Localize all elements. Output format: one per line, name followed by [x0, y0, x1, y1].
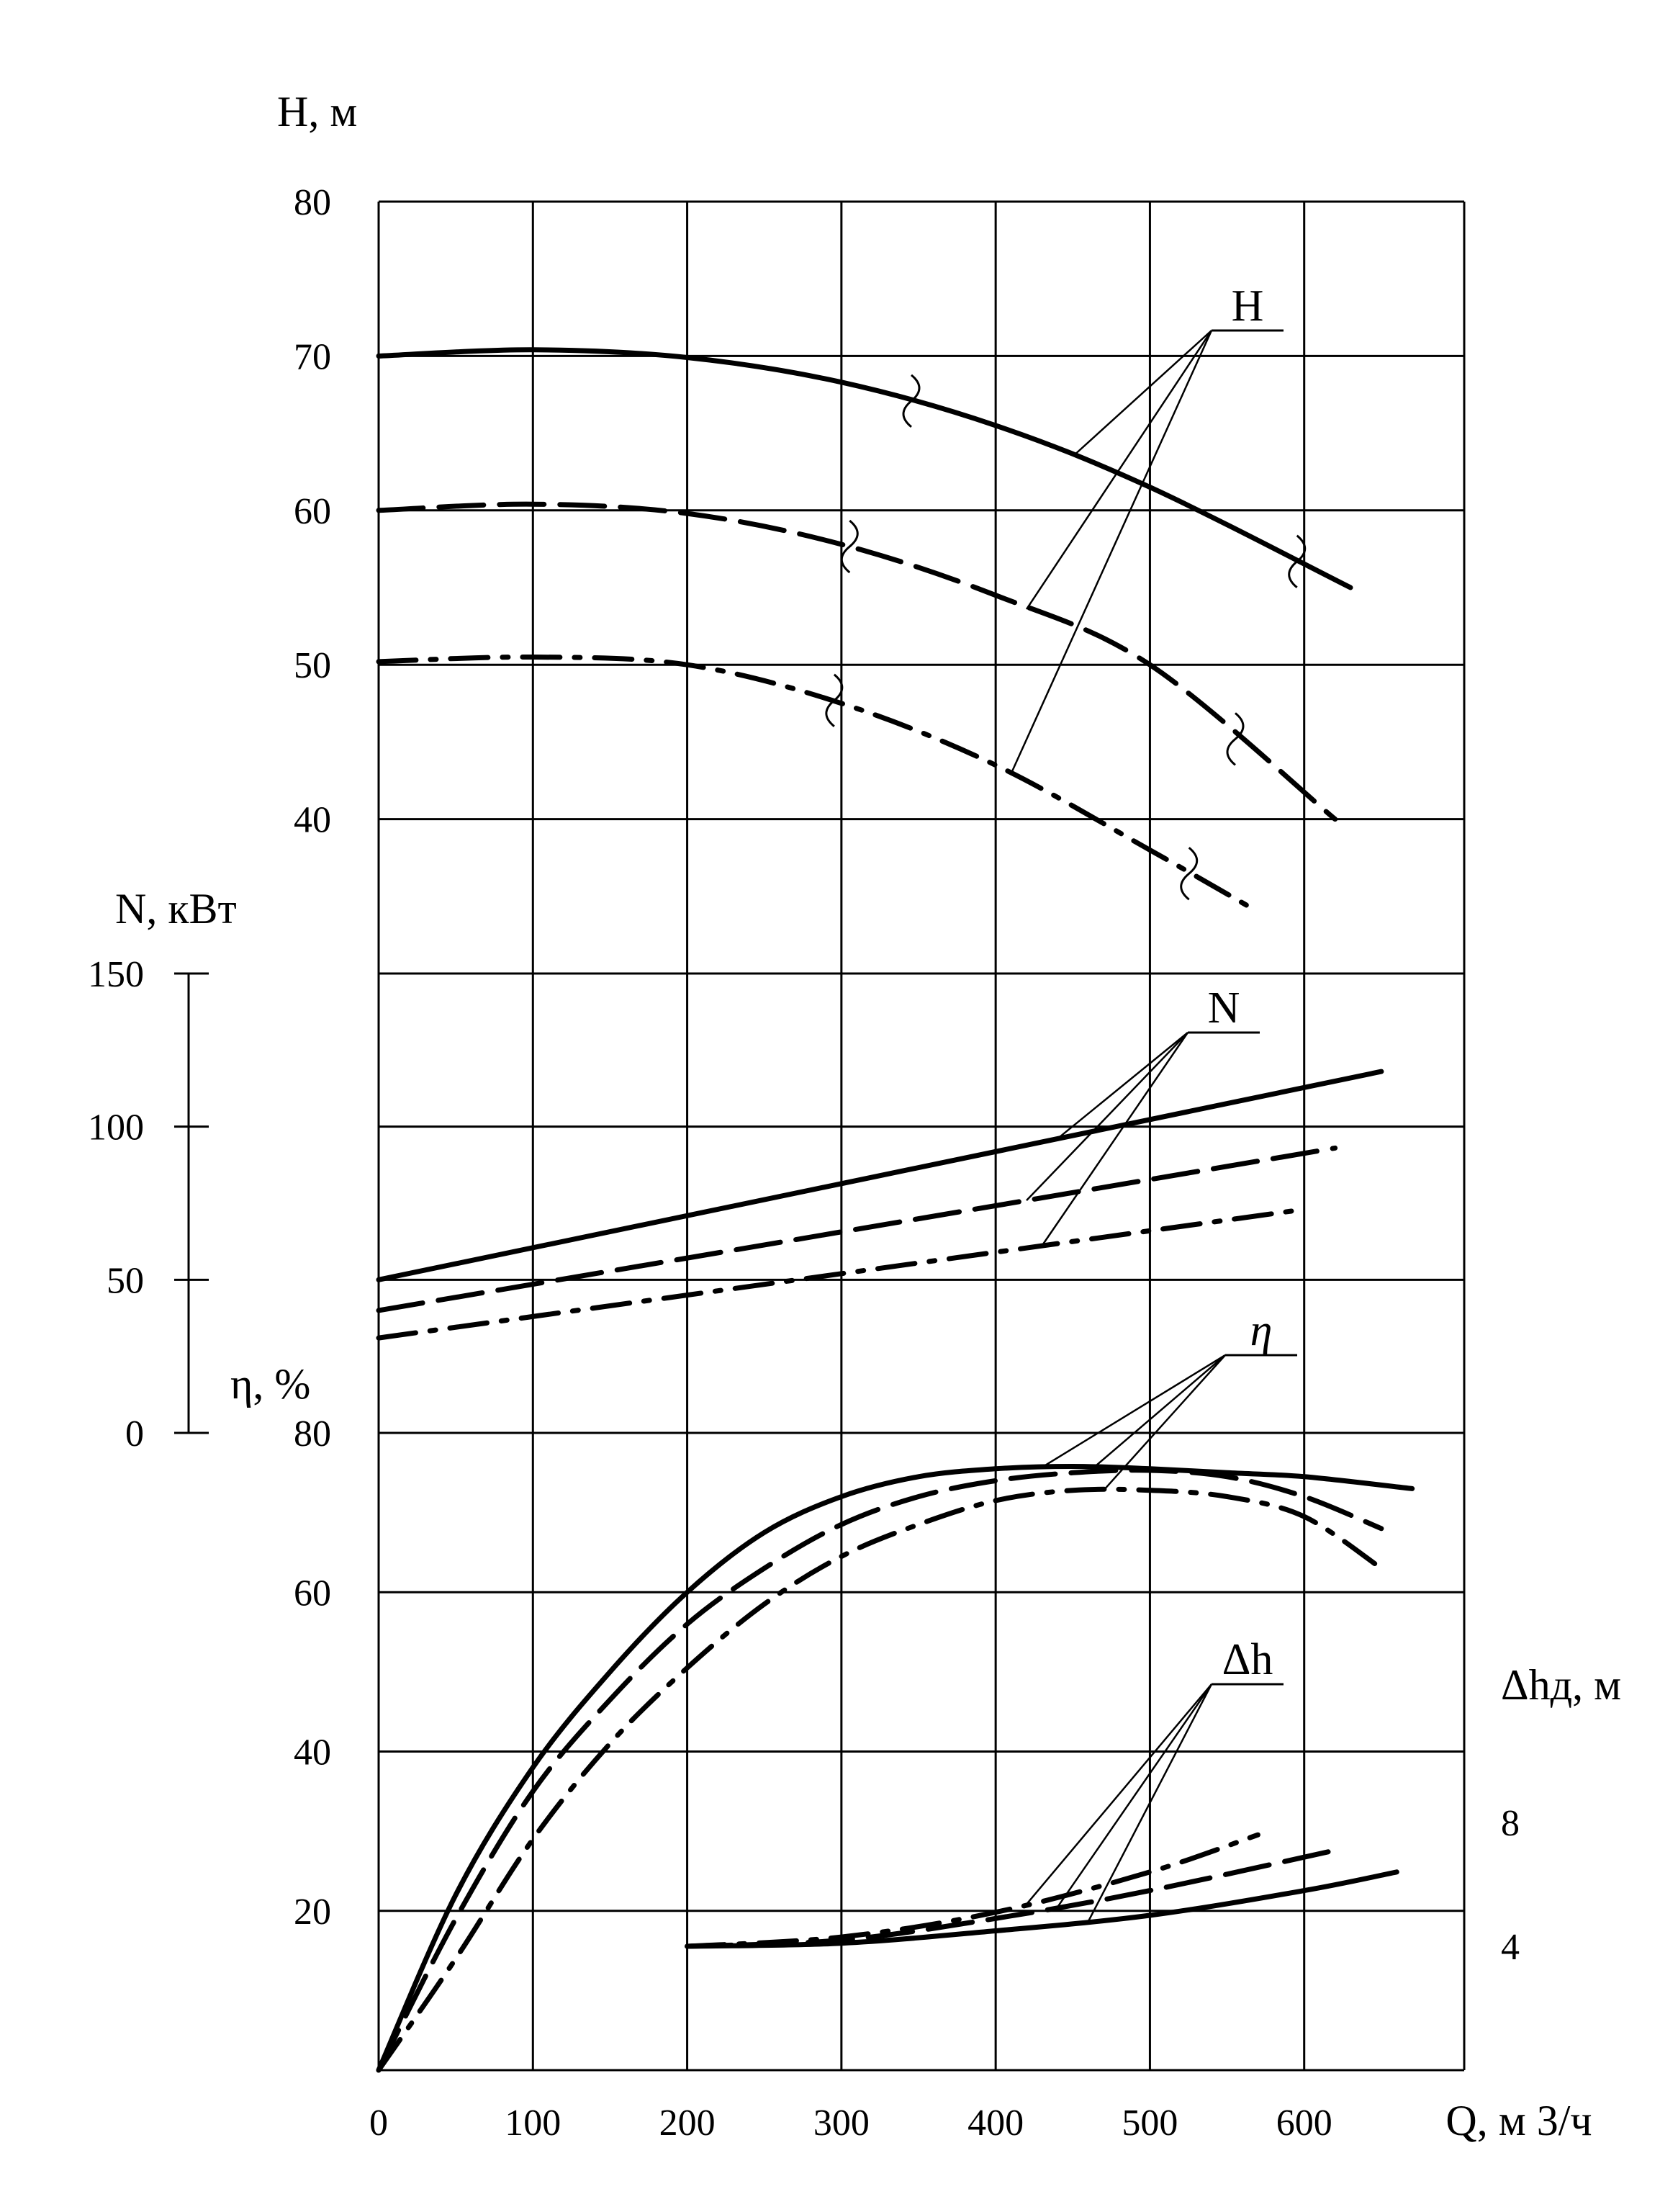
npsh-series-label: Δh: [1222, 1635, 1273, 1684]
head-leader-line: [1010, 330, 1213, 774]
head-curve-dash-dot: [376, 654, 1260, 914]
efficiency-curve-dash-dot: [376, 1486, 1384, 2073]
head-curve-solid: [376, 347, 1353, 590]
head-axis-label: H, м: [277, 88, 357, 135]
npsh-curve-solid: [685, 1869, 1399, 1949]
head-series-label: H: [1232, 282, 1264, 331]
efficiency-tick-label: 80: [294, 1413, 331, 1455]
head-curve-dashed: [376, 501, 1338, 822]
curve-break-mark: [902, 374, 921, 428]
head-leader-line: [1072, 330, 1212, 457]
head-leader-line: [1025, 330, 1213, 610]
x-tick-label: 400: [967, 2103, 1024, 2144]
curve-break-mark: [1180, 847, 1199, 901]
curve-break-mark: [825, 673, 844, 727]
efficiency-curve-dashed: [376, 1467, 1384, 2073]
npsh-tick-label: 8: [1501, 1803, 1520, 1844]
head-tick-label: 60: [294, 491, 331, 532]
power-tick-label: 150: [88, 954, 144, 995]
power-series-label: N: [1208, 984, 1240, 1033]
grid: [174, 200, 1466, 2072]
x-tick-label: 0: [369, 2103, 388, 2144]
power-curve-dash-dot: [376, 1207, 1307, 1341]
npsh-axis-label: Δhд, м: [1501, 1661, 1621, 1709]
efficiency-tick-label: 60: [294, 1573, 331, 1614]
power-tick-label: 100: [88, 1107, 144, 1148]
power-leader-line: [1026, 1032, 1188, 1202]
curves: [376, 347, 1415, 2073]
leader-lines: [825, 329, 1307, 1923]
efficiency-leader-line: [1041, 1354, 1226, 1468]
efficiency-series-label: η: [1250, 1306, 1273, 1355]
npsh-leader-line: [1026, 1683, 1212, 1905]
head-tick-label: 80: [294, 182, 331, 223]
efficiency-leader-line: [1103, 1354, 1226, 1491]
npsh-curve-dash-dot: [685, 1832, 1260, 1949]
npsh-tick-label: 4: [1501, 1927, 1520, 1968]
npsh-leader-line: [1087, 1683, 1213, 1923]
npsh-leader-line: [1056, 1683, 1213, 1908]
curve-break-mark: [1288, 534, 1307, 589]
x-axis-label: Q, м 3/ч: [1445, 2097, 1592, 2144]
power-leader-line: [1041, 1032, 1189, 1246]
efficiency-leader-line: [1087, 1354, 1226, 1473]
chart-text: 0 100 200 300 400 500 600 Q, м 3/ч4050607080H, …: [88, 88, 1621, 2144]
curve-break-mark: [840, 519, 859, 574]
efficiency-tick-label: 20: [294, 1892, 331, 1933]
head-tick-label: 40: [294, 800, 331, 841]
head-tick-label: 50: [294, 645, 331, 686]
power-tick-label: 50: [107, 1260, 144, 1301]
power-axis-label: N, кВт: [115, 885, 237, 932]
power-leader-line: [1057, 1032, 1188, 1140]
power-curve-solid: [376, 1069, 1384, 1282]
x-tick-label: 300: [813, 2103, 870, 2144]
power-curve-dashed: [376, 1145, 1338, 1313]
head-tick-label: 70: [294, 336, 331, 377]
x-tick-label: 600: [1276, 2103, 1332, 2144]
x-tick-label: 200: [659, 2103, 716, 2144]
efficiency-tick-label: 40: [294, 1732, 331, 1773]
power-tick-label: 0: [125, 1413, 144, 1455]
curve-break-mark: [1226, 712, 1245, 766]
efficiency-axis-label: η, %: [230, 1360, 310, 1408]
x-tick-label: 100: [505, 2103, 561, 2144]
x-tick-label: 500: [1122, 2103, 1178, 2144]
